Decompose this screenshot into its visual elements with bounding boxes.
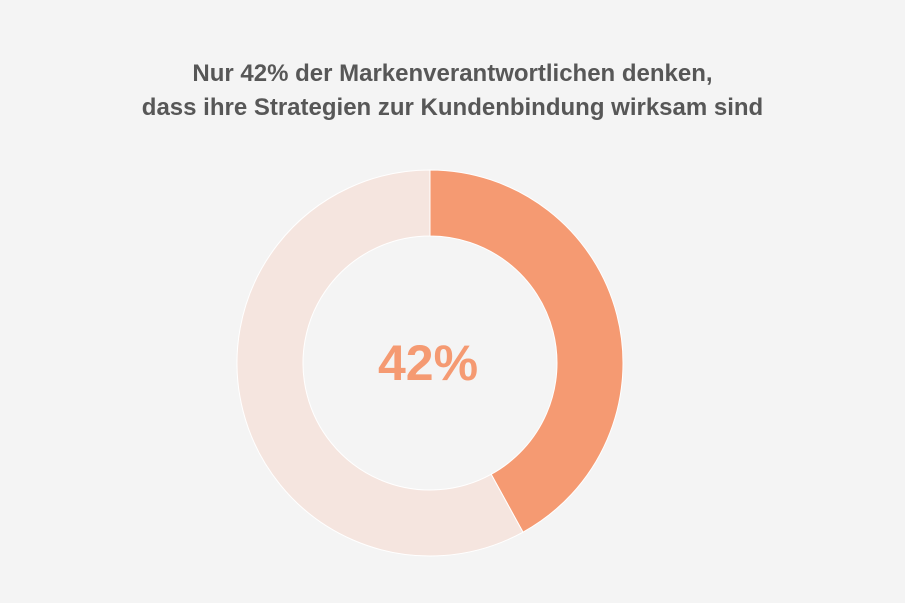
donut-slice-1: [236, 169, 524, 557]
chart-title-line-2: dass ihre Strategien zur Kundenbindung w…: [141, 94, 764, 121]
center-percentage-label: 42%: [378, 335, 478, 391]
donut-slice-0: [429, 169, 624, 533]
chart-title-line-1: Nur 42% der Markenverantwortlichen denke…: [192, 60, 713, 87]
